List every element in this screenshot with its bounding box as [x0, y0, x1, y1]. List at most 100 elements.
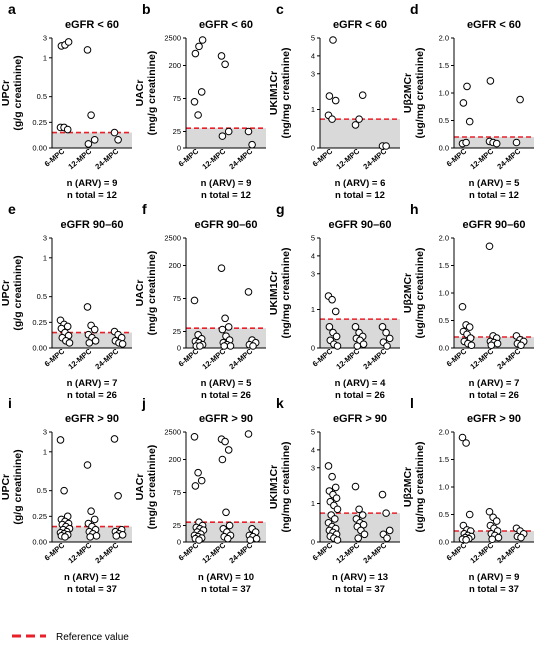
panel-e: e eGFR 90–60 UPCr (g/g creatinine) 0.00 0.25 0…: [0, 201, 132, 401]
y-tick-label: 2.0: [439, 234, 449, 243]
data-point: [190, 432, 199, 441]
x-tick-label: 24-MPC: [495, 540, 522, 565]
data-point: [90, 325, 99, 334]
data-point: [467, 341, 476, 350]
n-total-label: n total = 12: [335, 190, 385, 201]
data-point: [378, 490, 387, 499]
y-tick-label: 0: [311, 144, 315, 153]
y-tick-label: 3: [311, 269, 315, 278]
y-axis-label: UPCr: [0, 474, 12, 500]
y-tick-label: 25: [173, 327, 181, 336]
y-tick-label: 0.25: [32, 318, 47, 327]
n-total-label: n total = 12: [201, 190, 251, 201]
y-tick-label: 1.0: [439, 89, 449, 98]
data-point: [462, 439, 470, 447]
y-tick-label: 0.5: [439, 116, 449, 125]
n-total-label: n total = 26: [201, 390, 251, 401]
n-arv-label: n (ARV) = 12: [64, 572, 120, 583]
data-point: [64, 38, 73, 46]
data-point: [465, 323, 474, 331]
data-point: [378, 323, 387, 331]
data-point: [221, 437, 229, 446]
data-point: [383, 534, 391, 542]
data-point: [87, 111, 95, 119]
data-point: [83, 303, 92, 311]
data-point: [355, 115, 363, 123]
y-axis-label: UACr: [134, 474, 146, 501]
n-arv-label: n (ARV) = 5: [469, 178, 520, 189]
y-tick-label: 0: [311, 538, 315, 547]
panel-letter: d: [410, 1, 419, 17]
data-point: [459, 99, 468, 107]
y-tick-label: 2500: [164, 428, 181, 437]
x-tick-label: 24-MPC: [93, 346, 120, 371]
data-point: [331, 307, 340, 316]
n-total-label: n total = 37: [67, 584, 117, 595]
data-point: [220, 342, 228, 350]
data-point: [61, 533, 69, 541]
y-axis-label: Uβ2MCr: [402, 467, 414, 507]
data-point: [492, 517, 501, 525]
y-tick-label: 2500: [164, 34, 181, 43]
data-point: [244, 127, 253, 136]
data-point: [328, 115, 336, 123]
data-point: [462, 536, 470, 544]
y-axis-unit-label: (ng/mg creatinine): [280, 441, 292, 532]
y-tick-label: 1.5: [439, 61, 449, 70]
legend: Reference value: [12, 632, 129, 643]
data-point: [516, 95, 524, 104]
data-point: [191, 482, 200, 490]
x-tick-label: 24-MPC: [361, 146, 388, 171]
y-tick-label: 0.5: [37, 486, 47, 495]
data-point: [224, 534, 232, 543]
y-axis-label: UKIM1Cr: [268, 465, 280, 509]
panel-letter: k: [276, 395, 284, 411]
data-point: [195, 42, 203, 51]
y-tick-label: 1.0: [439, 483, 449, 492]
n-total-label: n total = 26: [469, 390, 519, 401]
y-tick-label: 25: [173, 127, 181, 136]
y-tick-label: 3: [43, 234, 47, 243]
y-axis-unit-label: (ng/mg creatinine): [280, 47, 292, 138]
y-tick-label: 0.5: [439, 510, 449, 519]
y-tick-label: 75: [173, 94, 181, 103]
data-point: [224, 446, 233, 454]
data-point: [331, 483, 340, 492]
panel-title: eGFR < 60: [467, 19, 521, 31]
x-tick-label: 12-MPC: [334, 146, 361, 171]
data-point: [492, 139, 501, 148]
data-point: [485, 507, 494, 516]
data-point: [86, 533, 94, 541]
y-tick-label: 200: [168, 261, 181, 270]
panel-letter: e: [8, 201, 16, 217]
data-point: [332, 332, 341, 341]
data-point: [114, 135, 122, 144]
n-arv-label: n (ARV) = 7: [67, 378, 118, 389]
data-point: [333, 505, 342, 514]
data-point: [382, 328, 390, 337]
n-arv-label: n (ARV) = 10: [198, 572, 254, 583]
data-point: [325, 92, 334, 100]
data-point: [194, 111, 202, 119]
data-point: [217, 264, 226, 272]
y-tick-label: 1.0: [439, 289, 449, 298]
y-tick-label: 0: [311, 344, 315, 353]
data-point: [198, 36, 207, 44]
data-point: [462, 138, 470, 147]
y-axis-label: Uβ2MCr: [402, 73, 414, 113]
y-tick-label: 75: [173, 294, 181, 303]
data-point: [358, 91, 367, 99]
panel-letter: i: [8, 395, 12, 411]
x-tick-label: 12-MPC: [334, 346, 361, 371]
x-tick-label: 12-MPC: [66, 346, 93, 371]
data-point: [60, 486, 68, 495]
data-point: [458, 302, 467, 311]
data-point: [63, 125, 72, 134]
y-tick-label: 2.0: [439, 428, 449, 437]
data-point: [493, 339, 502, 348]
x-tick-label: 24-MPC: [227, 540, 254, 565]
data-point: [333, 342, 342, 350]
data-point: [354, 534, 363, 542]
data-point: [191, 49, 200, 58]
y-tick-label: 4: [311, 445, 315, 454]
